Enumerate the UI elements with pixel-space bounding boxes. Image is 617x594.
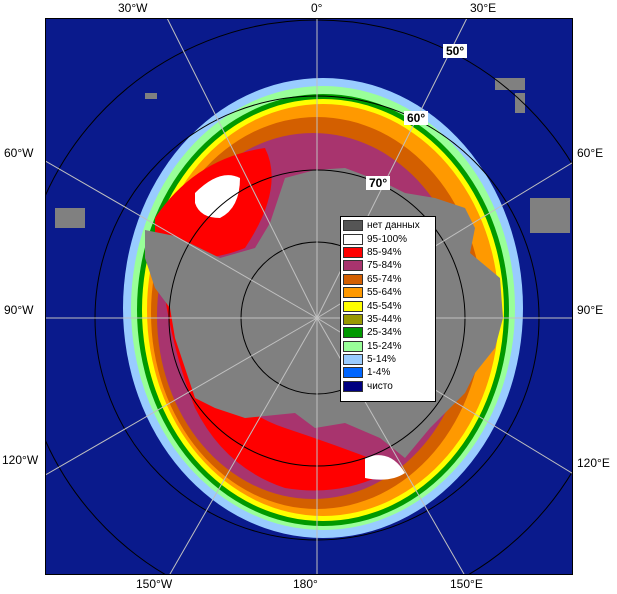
- lon-label-120w: 120°W: [2, 453, 39, 467]
- legend-label: 1-4%: [367, 367, 391, 379]
- legend-swatch: [343, 380, 363, 392]
- legend-swatch: [343, 340, 363, 352]
- legend-swatch: [343, 327, 363, 339]
- legend-swatch: [343, 354, 363, 366]
- legend-item: 15-24%: [343, 340, 433, 353]
- lat-label-70: 70°: [366, 176, 391, 190]
- legend-swatch: [343, 273, 363, 285]
- concentration-legend: нет данных 95-100% 85-94% 75-84% 65-74% 55-64…: [340, 216, 436, 402]
- lon-label-150e: 150°E: [450, 577, 483, 591]
- lon-label-60w: 60°W: [4, 146, 34, 160]
- lon-label-30e: 30°E: [470, 1, 497, 15]
- lon-label-60e: 60°E: [577, 146, 604, 160]
- legend-label: 5-14%: [367, 354, 396, 366]
- legend-label: 45-54%: [367, 300, 402, 312]
- legend-item: нет данных: [343, 219, 433, 232]
- legend-item: чисто: [343, 380, 433, 393]
- lon-label-180: 180°: [293, 577, 318, 591]
- legend-item: 25-34%: [343, 326, 433, 339]
- legend-label: 55-64%: [367, 287, 402, 299]
- legend-item: 95-100%: [343, 232, 433, 245]
- legend-swatch: [343, 233, 363, 245]
- legend-item: 55-64%: [343, 286, 433, 299]
- lat-label-50: 50°: [443, 44, 468, 58]
- lon-label-90w: 90°W: [4, 303, 34, 317]
- legend-swatch: [343, 246, 363, 258]
- legend-swatch: [343, 367, 363, 379]
- lon-label-30w: 30°W: [118, 1, 148, 15]
- legend-item: 35-44%: [343, 313, 433, 326]
- lat-label-60: 60°: [404, 111, 429, 125]
- legend-label: 95-100%: [367, 233, 408, 245]
- legend-label: нет данных: [367, 220, 420, 232]
- legend-label: 85-94%: [367, 246, 402, 258]
- legend-item: 1-4%: [343, 366, 433, 379]
- legend-swatch: [343, 300, 363, 312]
- legend-item: 5-14%: [343, 353, 433, 366]
- legend-label: 75-84%: [367, 260, 402, 272]
- legend-swatch: [343, 260, 363, 272]
- lon-label-0: 0°: [311, 1, 323, 15]
- legend-item: 65-74%: [343, 273, 433, 286]
- legend-item: 45-54%: [343, 299, 433, 312]
- legend-label: 35-44%: [367, 313, 402, 325]
- legend-item: 75-84%: [343, 259, 433, 272]
- no-data-patches: [55, 78, 570, 414]
- legend-label: 65-74%: [367, 273, 402, 285]
- lon-label-90e: 90°E: [577, 303, 604, 317]
- lon-label-150w: 150°W: [136, 577, 173, 591]
- legend-label: 25-34%: [367, 327, 402, 339]
- sea-ice-map: [45, 18, 573, 575]
- legend-swatch: [343, 313, 363, 325]
- legend-swatch: [343, 287, 363, 299]
- legend-label: чисто: [367, 380, 393, 392]
- lon-label-120e: 120°E: [577, 456, 610, 470]
- legend-item: 85-94%: [343, 246, 433, 259]
- legend-swatch: [343, 220, 363, 232]
- legend-label: 15-24%: [367, 340, 402, 352]
